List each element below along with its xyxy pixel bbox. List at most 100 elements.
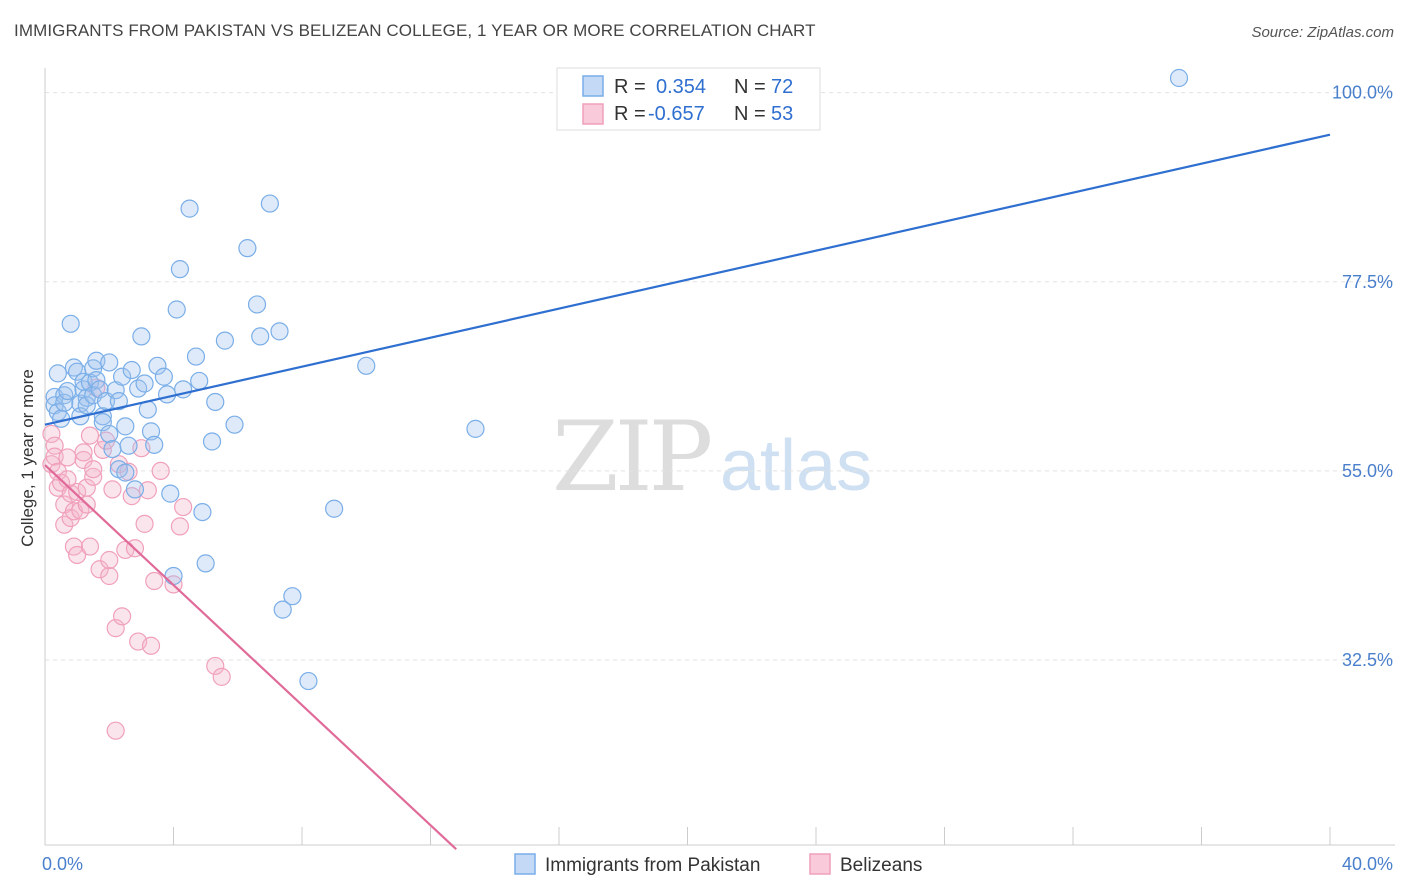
pakistan-point-53	[186, 347, 206, 366]
pakistan-point-40	[135, 374, 154, 393]
pakistan-point-63	[251, 327, 270, 346]
pakistan-point-37	[125, 480, 145, 499]
belizean-point-45	[141, 636, 161, 655]
pakistan-points	[45, 68, 1189, 691]
chart-title: IMMIGRANTS FROM PAKISTAN VS BELIZEAN COL…	[14, 21, 816, 40]
bottom-legend-belizeans: Belizeans	[840, 855, 922, 876]
belizean-point-18	[74, 450, 93, 470]
belizean-point-19	[74, 443, 93, 462]
belizean-point-31	[100, 550, 119, 570]
belizean-point-33	[106, 619, 125, 638]
y-axis-title: College, 1 year or more	[18, 369, 37, 547]
pakistan-point-58	[206, 392, 225, 412]
legend-swatch-blue	[582, 75, 604, 97]
belizean-point-44	[138, 481, 157, 500]
pakistan-point-55	[193, 502, 212, 522]
pakistan-point-46	[157, 385, 177, 404]
pakistan-point-7	[58, 381, 77, 401]
pakistan-point-44	[148, 356, 167, 375]
legend-r-label-a: R =	[614, 76, 646, 98]
tick-labels: 100.0% 77.5% 55.0% 32.5% 0.0% 40.0%	[42, 83, 1393, 874]
belizean-point-15	[68, 482, 87, 502]
pakistan-point-28	[103, 439, 122, 459]
pakistan-point-6	[55, 393, 74, 412]
y-tick-label-0: 100.0%	[1332, 83, 1393, 103]
series-legend: Immigrants from Pakistan Belizeans	[514, 853, 922, 876]
x-tick-label-0: 0.0%	[42, 854, 83, 874]
belizean-point-52	[212, 667, 231, 686]
legend-n-label-a: N =	[734, 76, 766, 98]
bottom-legend-pakistan: Immigrants from Pakistan	[545, 855, 760, 876]
legend-n-value-a: 72	[771, 76, 793, 98]
pakistan-point-68	[299, 671, 318, 691]
pakistan-point-52	[180, 199, 199, 218]
pakistan-point-16	[77, 396, 96, 415]
belizean-point-8	[55, 515, 74, 534]
watermark-zip: ZIP	[552, 401, 711, 513]
pakistan-point-69	[325, 499, 344, 518]
pakistan-point-32	[112, 367, 132, 386]
pakistan-point-71	[466, 419, 485, 438]
belizean-point-47	[151, 461, 170, 481]
x-tick-label-1: 40.0%	[1342, 854, 1393, 874]
belizean-point-21	[77, 478, 96, 497]
belizean-point-0	[42, 424, 61, 444]
pakistan-trend-line	[44, 133, 1331, 426]
pakistan-point-26	[100, 353, 119, 372]
y-tick-label-3: 32.5%	[1342, 650, 1393, 670]
stats-legend: R = 0.354 N = 72 R = -0.657 N = 53	[556, 67, 821, 131]
pakistan-point-56	[196, 554, 215, 573]
pakistan-point-72	[1169, 68, 1189, 88]
belizean-point-23	[80, 537, 100, 556]
belizean-point-34	[106, 721, 125, 740]
y-tick-label-1: 77.5%	[1342, 272, 1393, 292]
legend-swatch-pink	[582, 103, 604, 125]
legend-r-value-b: -0.657	[648, 103, 705, 125]
legend-r-label-b: R =	[614, 103, 646, 125]
belizean-point-49	[170, 517, 190, 536]
belizean-trend-line	[44, 464, 457, 851]
pakistan-point-61	[238, 239, 257, 258]
pakistan-point-60	[225, 415, 244, 434]
belizean-point-3	[45, 447, 64, 466]
pakistan-point-54	[190, 371, 209, 391]
legend-r-value-a: 0.354	[656, 76, 706, 98]
bottom-legend-swatch-belizeans	[809, 853, 831, 875]
pakistan-point-35	[119, 436, 138, 455]
pakistan-point-49	[167, 300, 186, 319]
pakistan-point-64	[260, 194, 279, 213]
pakistan-point-50	[170, 260, 190, 279]
belizean-point-46	[145, 571, 164, 591]
pakistan-point-30	[109, 392, 128, 411]
pakistan-point-24	[93, 413, 112, 432]
belizean-point-16	[68, 545, 87, 565]
pakistan-point-27	[100, 424, 119, 444]
watermark-atlas: atlas	[720, 426, 872, 506]
belizean-point-43	[135, 514, 154, 533]
legend-n-value-b: 53	[771, 103, 793, 125]
pakistan-point-42	[141, 422, 161, 441]
pakistan-point-62	[247, 295, 267, 314]
belizean-point-10	[58, 448, 77, 467]
axes	[44, 68, 1395, 846]
pakistan-point-39	[132, 327, 151, 346]
bottom-legend-swatch-pakistan	[514, 853, 536, 875]
pakistan-point-33	[116, 417, 135, 436]
pakistan-point-66	[273, 600, 292, 619]
pakistan-point-43	[145, 435, 164, 454]
pakistan-point-36	[122, 360, 141, 380]
y-tick-label-2: 55.0%	[1342, 461, 1393, 481]
pakistan-point-34	[116, 463, 135, 482]
pakistan-point-59	[215, 331, 234, 350]
belizean-point-25	[84, 460, 103, 479]
pakistan-point-2	[48, 364, 67, 383]
belizean-point-24	[84, 467, 103, 486]
pakistan-point-47	[161, 484, 180, 503]
pakistan-point-8	[61, 314, 80, 333]
belizean-point-51	[206, 656, 225, 676]
pakistan-point-65	[270, 322, 289, 341]
belizean-point-27	[90, 560, 109, 579]
pakistan-point-70	[357, 356, 376, 375]
pakistan-point-48	[164, 566, 183, 586]
legend-n-label-b: N =	[734, 103, 766, 125]
